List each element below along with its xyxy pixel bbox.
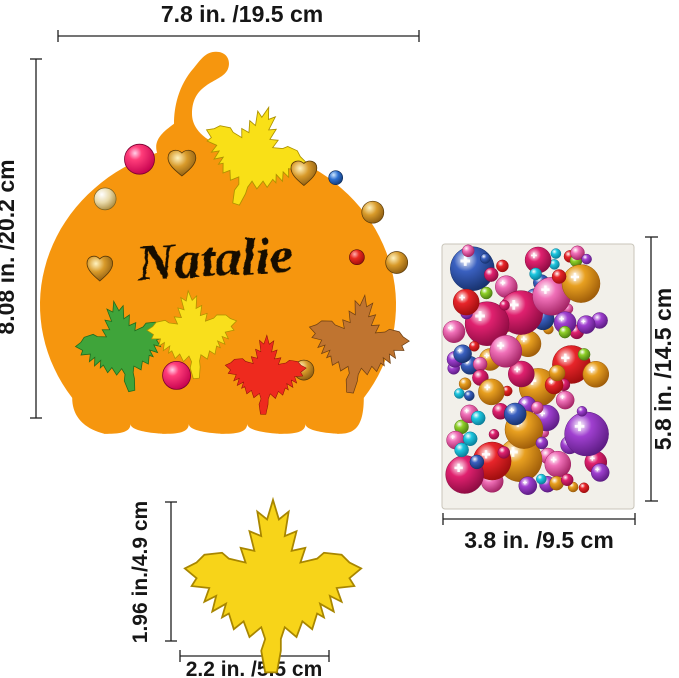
svg-text:7.8 in. /19.5 cm: 7.8 in. /19.5 cm — [161, 1, 323, 27]
svg-text:5.8 in. /14.5 cm: 5.8 in. /14.5 cm — [650, 288, 676, 450]
svg-text:3.8 in. /9.5 cm: 3.8 in. /9.5 cm — [464, 527, 614, 553]
svg-text:1.96 in./4.9 cm: 1.96 in./4.9 cm — [129, 501, 152, 643]
svg-text:2.2 in. /5.5 cm: 2.2 in. /5.5 cm — [186, 658, 323, 678]
svg-text:8.08 in. /20.2 cm: 8.08 in. /20.2 cm — [0, 159, 19, 334]
svg-text:Natalie: Natalie — [135, 227, 295, 292]
